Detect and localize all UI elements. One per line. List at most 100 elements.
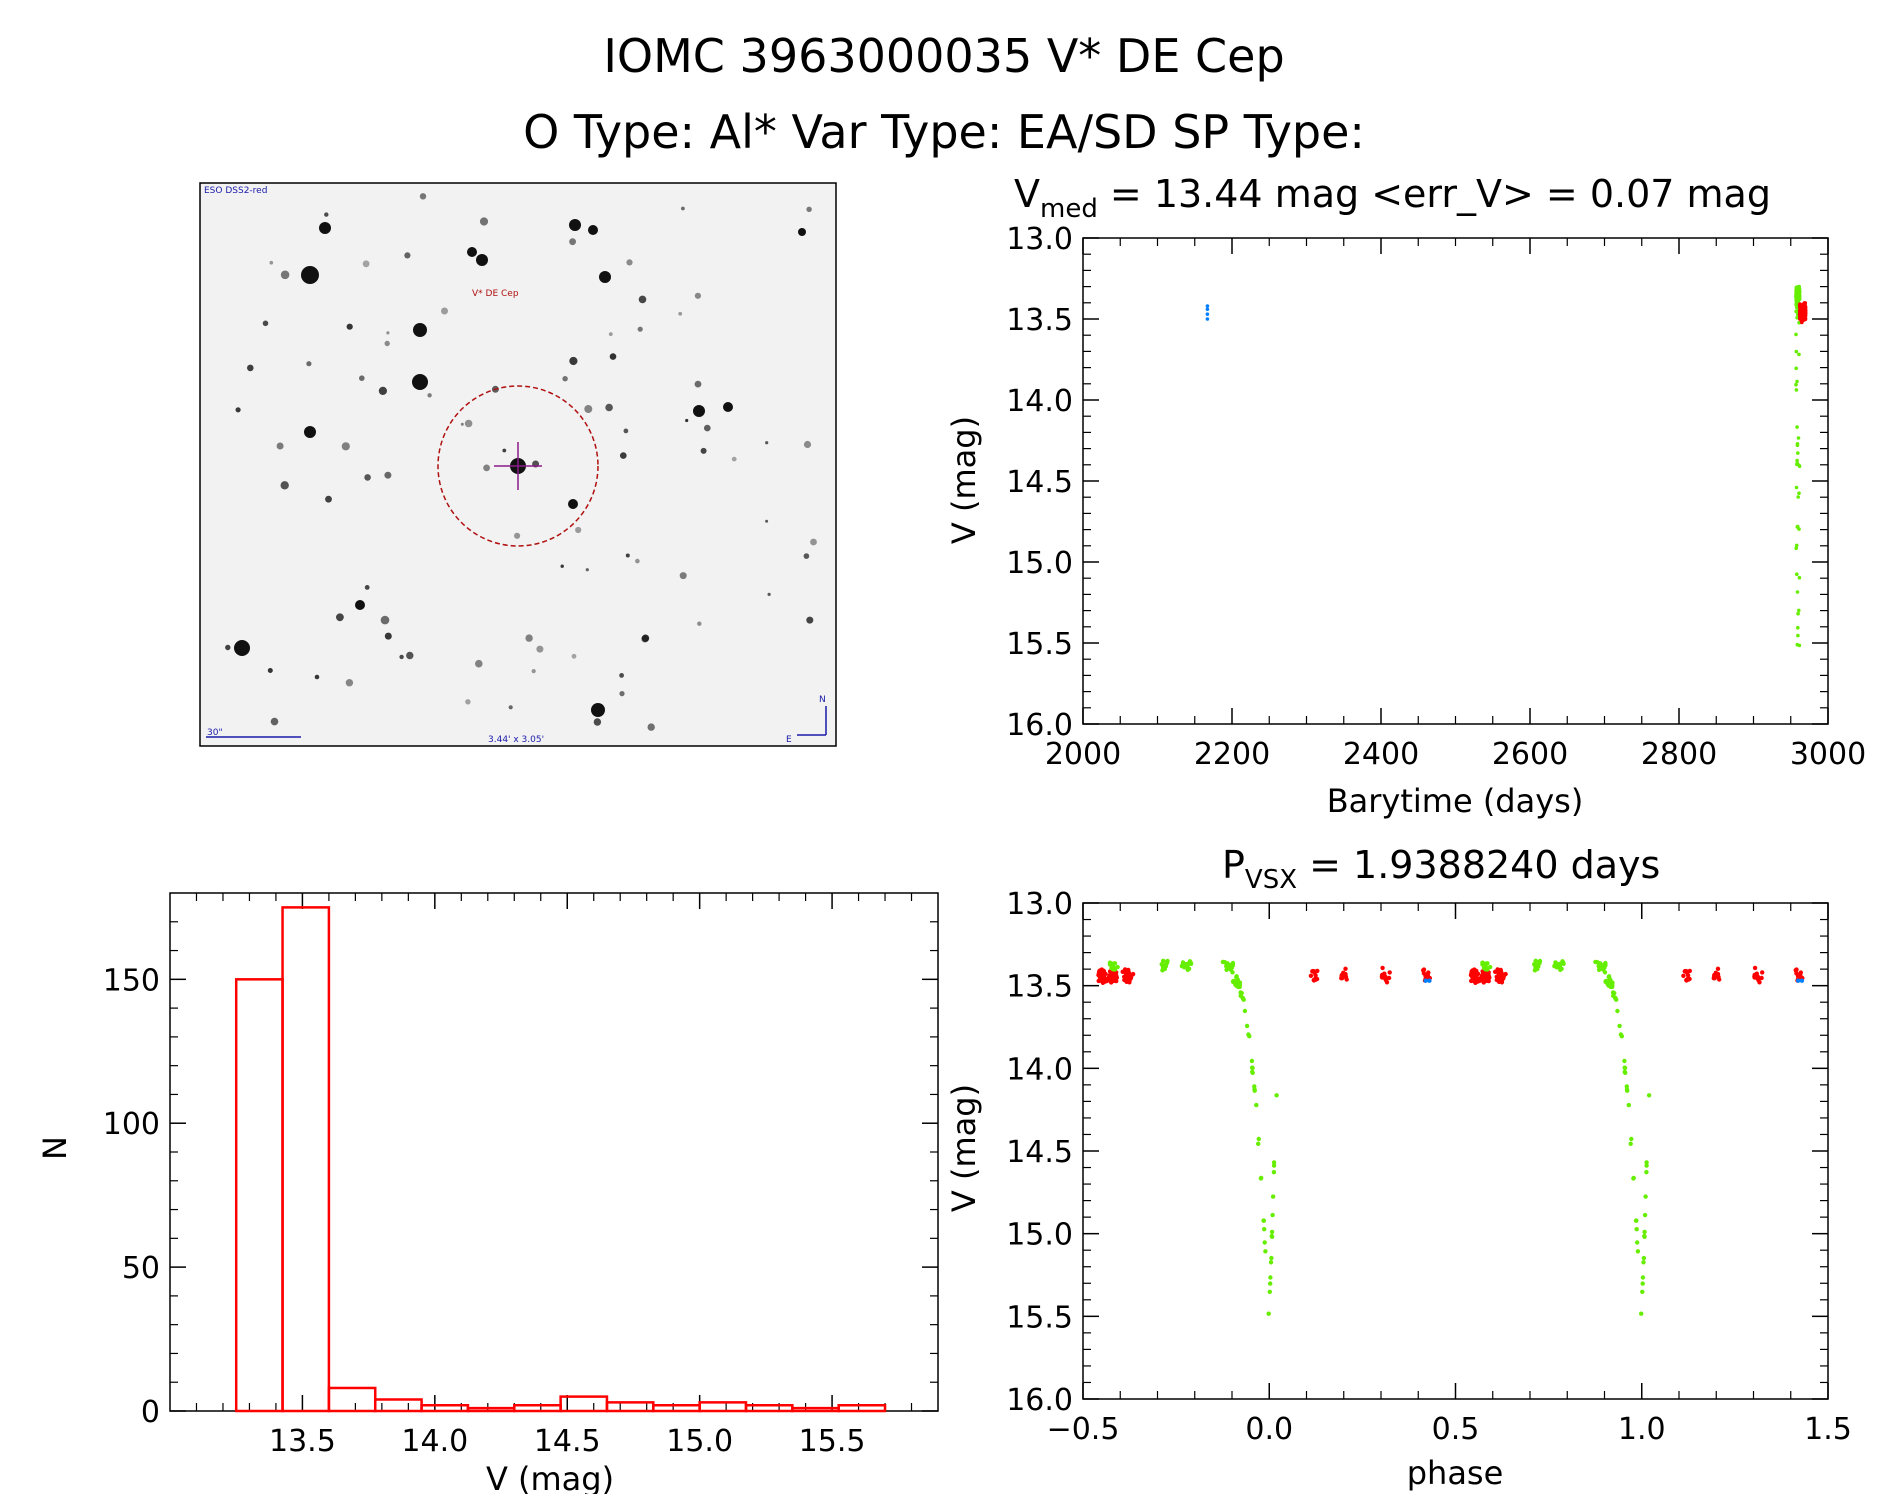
phased-point bbox=[1382, 971, 1387, 976]
header-types: O Type: Al* Var Type: EA/SD SP Type: bbox=[523, 105, 1365, 159]
phased-point bbox=[1124, 968, 1129, 974]
lightcurve-point bbox=[1796, 495, 1800, 499]
histogram-bar bbox=[327, 1386, 377, 1413]
phased-point bbox=[1107, 962, 1113, 967]
phased-point bbox=[1644, 1163, 1649, 1168]
star bbox=[638, 295, 647, 304]
star bbox=[678, 311, 683, 316]
phased-point bbox=[1797, 972, 1802, 977]
star bbox=[625, 553, 630, 558]
lightcurve-ytick-label: 16.0 bbox=[1006, 708, 1073, 743]
phased-point bbox=[1496, 968, 1501, 974]
histogram-ytick-label: 150 bbox=[103, 963, 160, 998]
phased-point bbox=[1628, 1141, 1633, 1147]
phased-point bbox=[1244, 1023, 1250, 1029]
lightcurve-panel: Vmed = 13.44 mag <err_V> = 0.07 mag 2000… bbox=[945, 172, 1866, 820]
star bbox=[384, 340, 390, 347]
phased-point bbox=[1308, 973, 1314, 978]
phased-title-main: P bbox=[1222, 843, 1245, 887]
lightcurve-point bbox=[1796, 625, 1800, 630]
star bbox=[593, 718, 602, 726]
phased-point bbox=[1425, 972, 1430, 977]
star bbox=[635, 558, 640, 564]
phased-point bbox=[1596, 964, 1602, 969]
star bbox=[619, 673, 624, 678]
phased-point bbox=[1757, 980, 1762, 985]
finder-survey-label: ESO DSS2-red bbox=[204, 186, 267, 196]
phased-point bbox=[1250, 1069, 1255, 1075]
star bbox=[806, 206, 812, 212]
phased-point bbox=[1101, 968, 1106, 973]
lightcurve-title-sub: med bbox=[1040, 194, 1098, 224]
lightcurve-point bbox=[1796, 633, 1800, 638]
phased-point bbox=[1235, 977, 1240, 983]
phased-point bbox=[1552, 964, 1557, 969]
phased-ytick-label: 13.5 bbox=[1006, 970, 1073, 1005]
lightcurve-point bbox=[1794, 388, 1799, 392]
phased-point bbox=[1427, 978, 1432, 983]
phased-point bbox=[1608, 984, 1614, 989]
star bbox=[605, 403, 613, 412]
histogram-bar bbox=[281, 906, 331, 1413]
phased-point bbox=[1759, 975, 1764, 981]
star bbox=[234, 640, 250, 656]
histogram-xtick-label: 14.0 bbox=[401, 1424, 468, 1459]
star bbox=[247, 364, 254, 372]
phased-point bbox=[1644, 1170, 1649, 1175]
phased-point bbox=[1262, 1240, 1267, 1245]
histogram-xtick-label: 13.5 bbox=[269, 1424, 336, 1459]
star bbox=[359, 375, 365, 382]
histogram-xlabel: V (mag) bbox=[486, 1460, 614, 1494]
lightcurve-title-rest: = 13.44 mag <err_V> = 0.07 mag bbox=[1098, 172, 1771, 216]
star bbox=[378, 386, 387, 395]
phased-point bbox=[1470, 968, 1475, 973]
histogram-bar bbox=[466, 1406, 516, 1413]
star bbox=[362, 260, 370, 268]
lightcurve-point bbox=[1205, 304, 1210, 308]
target-label: V* DE Cep bbox=[472, 289, 519, 299]
lightcurve-ytick-label: 15.5 bbox=[1006, 627, 1073, 662]
histogram-bar bbox=[234, 978, 284, 1413]
star bbox=[476, 254, 488, 266]
phased-ytick-label: 14.5 bbox=[1006, 1135, 1073, 1170]
star bbox=[571, 653, 577, 659]
phased-point bbox=[1596, 967, 1602, 972]
lightcurve-point bbox=[1795, 425, 1799, 429]
lightcurve-point bbox=[1794, 485, 1799, 490]
phased-point bbox=[1535, 966, 1540, 972]
star bbox=[569, 356, 578, 366]
lightcurve-point bbox=[1797, 320, 1801, 325]
lightcurve-point bbox=[1797, 575, 1802, 580]
star bbox=[608, 332, 613, 336]
phased-point bbox=[1683, 968, 1688, 974]
phased-point bbox=[1343, 971, 1348, 977]
phased-point bbox=[1642, 1212, 1648, 1218]
phased-point bbox=[1224, 964, 1229, 969]
star bbox=[427, 393, 432, 398]
phased-point bbox=[1752, 965, 1758, 971]
phased-point bbox=[1268, 1275, 1273, 1280]
lightcurve-point bbox=[1794, 546, 1798, 550]
star bbox=[479, 217, 489, 226]
phased-point bbox=[1493, 969, 1498, 974]
phased-point bbox=[1269, 1233, 1275, 1239]
scale-bar-label: 30" bbox=[207, 728, 223, 738]
lightcurve-point bbox=[1799, 313, 1803, 318]
phased-point bbox=[1602, 961, 1608, 967]
lightcurve-point bbox=[1795, 524, 1800, 529]
phased-point bbox=[1610, 990, 1616, 995]
star bbox=[269, 260, 274, 265]
phased-point bbox=[1384, 980, 1390, 985]
lightcurve-point bbox=[1801, 314, 1806, 319]
star bbox=[798, 228, 806, 236]
histogram-bar bbox=[513, 1403, 562, 1413]
lightcurve-point bbox=[1795, 292, 1800, 296]
histogram-ytick-label: 50 bbox=[122, 1251, 160, 1286]
target-circle bbox=[437, 385, 599, 547]
phased-point bbox=[1681, 973, 1686, 978]
lightcurve-title-main: V bbox=[1014, 172, 1040, 216]
phased-point bbox=[1256, 1136, 1262, 1142]
lightcurve-xtick-label: 2400 bbox=[1343, 737, 1419, 772]
phased-point bbox=[1640, 1281, 1645, 1286]
